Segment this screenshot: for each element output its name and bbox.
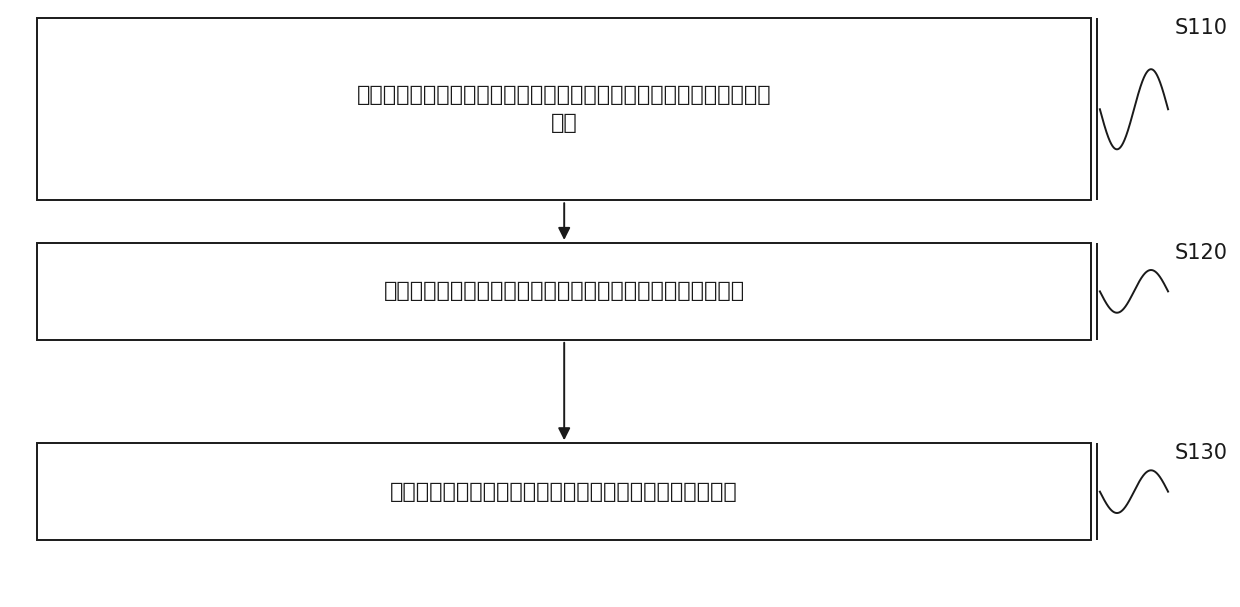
Bar (37, 443, 1091, 540)
Bar (37, 18, 1091, 200)
Text: 基于直流电压分量和直流电流分量，确定定子绕组的热态电阴: 基于直流电压分量和直流电流分量，确定定子绕组的热态电阴 (383, 282, 745, 301)
Text: S130: S130 (1174, 443, 1228, 463)
Text: 获取流经电机的定子绕组的直流电流分量和施加至定子绕组的直流电压
分量: 获取流经电机的定子绕组的直流电流分量和施加至定子绕组的直流电压 分量 (357, 85, 771, 134)
Text: S120: S120 (1174, 243, 1228, 263)
Text: S110: S110 (1174, 18, 1228, 38)
Text: 按照第一预设转换关系，基于热态电阴确定定子绕组的温度: 按照第一预设转换关系，基于热态电阴确定定子绕组的温度 (391, 482, 738, 501)
Bar (37, 243, 1091, 340)
